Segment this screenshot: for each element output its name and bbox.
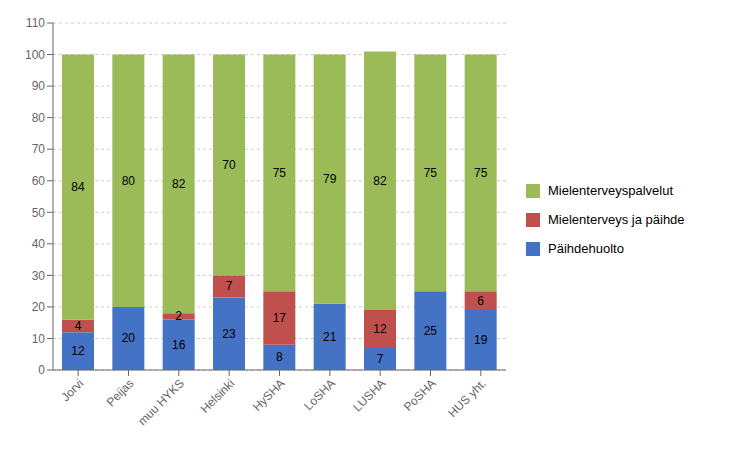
svg-text:25: 25 — [424, 324, 438, 338]
svg-text:21: 21 — [323, 330, 337, 344]
svg-text:muu HYKS: muu HYKS — [135, 376, 187, 428]
svg-text:16: 16 — [172, 338, 186, 352]
svg-text:40: 40 — [32, 237, 46, 251]
html-text:Mielenterveys ja päihde: Mielenterveys ja päihde — [548, 212, 685, 227]
svg-text:90: 90 — [32, 79, 46, 93]
svg-text:Helsinki: Helsinki — [198, 376, 238, 416]
svg-text:Jorvi: Jorvi — [58, 376, 86, 404]
svg-text:70: 70 — [222, 158, 236, 172]
svg-text:12: 12 — [71, 344, 85, 358]
svg-text:84: 84 — [71, 180, 85, 194]
svg-text:80: 80 — [122, 174, 136, 188]
html-text:Päihdehuolto: Päihdehuolto — [548, 241, 624, 256]
svg-text:0: 0 — [38, 363, 45, 377]
svg-text:6: 6 — [477, 294, 484, 308]
svg-text:Peijas: Peijas — [104, 376, 137, 409]
svg-text:75: 75 — [474, 166, 488, 180]
svg-text:82: 82 — [373, 174, 387, 188]
svg-text:12: 12 — [373, 322, 387, 336]
svg-text:23: 23 — [222, 327, 236, 341]
svg-text:75: 75 — [424, 166, 438, 180]
svg-text:PoSHA: PoSHA — [401, 376, 439, 414]
svg-text:HUS yht.: HUS yht. — [445, 376, 489, 420]
svg-text:30: 30 — [32, 269, 46, 283]
svg-text:4: 4 — [75, 319, 82, 333]
svg-text:110: 110 — [26, 16, 45, 30]
svg-text:100: 100 — [25, 48, 45, 62]
svg-text:82: 82 — [172, 177, 186, 191]
svg-text:LoSHA: LoSHA — [301, 376, 338, 413]
svg-text:8: 8 — [276, 350, 283, 364]
svg-text:LUSHA: LUSHA — [350, 376, 388, 414]
svg-text:10: 10 — [32, 332, 46, 346]
svg-text:7: 7 — [377, 352, 384, 366]
svg-text:2: 2 — [175, 309, 182, 323]
html-text:Mielenterveyspalvelut: Mielenterveyspalvelut — [548, 183, 673, 198]
svg-text:HySHA: HySHA — [250, 376, 288, 414]
svg-text:19: 19 — [474, 333, 488, 347]
svg-text:80: 80 — [32, 111, 46, 125]
svg-text:75: 75 — [273, 166, 287, 180]
svg-text:50: 50 — [32, 206, 46, 220]
svg-text:7: 7 — [226, 279, 233, 293]
svg-text:17: 17 — [273, 311, 287, 325]
svg-text:60: 60 — [32, 174, 46, 188]
svg-text:70: 70 — [32, 142, 46, 156]
svg-text:20: 20 — [32, 300, 46, 314]
svg-text:20: 20 — [122, 331, 136, 345]
svg-text:79: 79 — [323, 172, 337, 186]
